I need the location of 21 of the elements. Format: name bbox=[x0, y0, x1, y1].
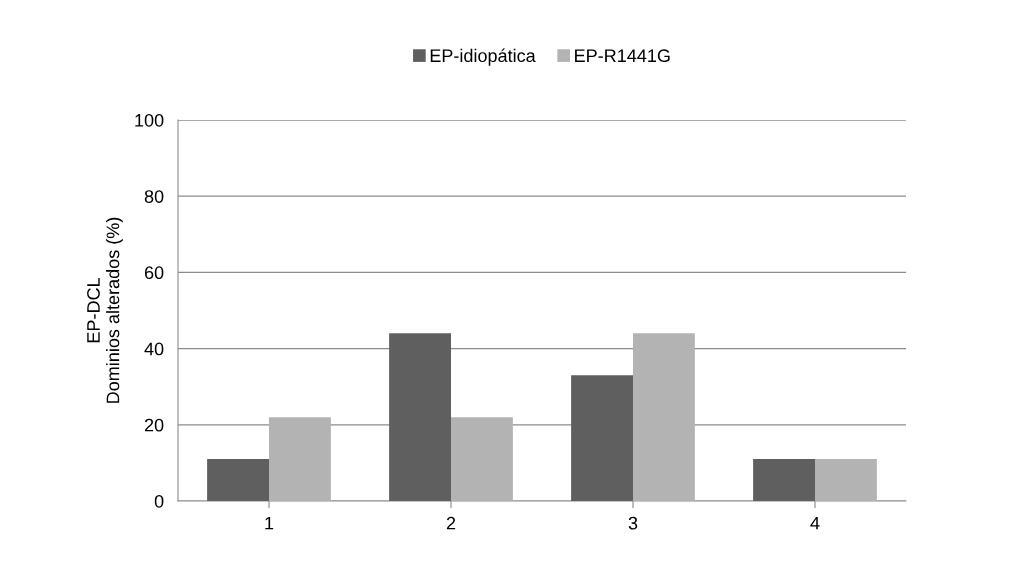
y-tick-label: 40 bbox=[144, 342, 164, 356]
bar bbox=[753, 459, 815, 501]
bar bbox=[389, 333, 451, 501]
x-tick-label: 1 bbox=[265, 516, 274, 530]
y-tick-label: 100 bbox=[135, 113, 164, 127]
y-axis-title: EP-DCL Dominios alterados (%) bbox=[87, 217, 123, 403]
x-tick-label: 4 bbox=[810, 516, 820, 530]
bar bbox=[815, 459, 877, 501]
y-tick-label: 0 bbox=[154, 494, 164, 508]
y-tick-label: 80 bbox=[144, 190, 164, 203]
bar bbox=[633, 333, 695, 501]
bar bbox=[451, 417, 513, 501]
bar bbox=[571, 375, 633, 501]
bar bbox=[207, 459, 269, 501]
y-tick-label: 20 bbox=[144, 418, 164, 432]
x-tick-label: 2 bbox=[446, 516, 456, 530]
x-tick-label: 3 bbox=[628, 516, 638, 530]
bar bbox=[269, 417, 331, 501]
legend-label: EP-R1441G bbox=[575, 49, 670, 63]
legend-label: EP-idiopática bbox=[430, 48, 536, 66]
y-tick-label: 60 bbox=[144, 266, 164, 280]
